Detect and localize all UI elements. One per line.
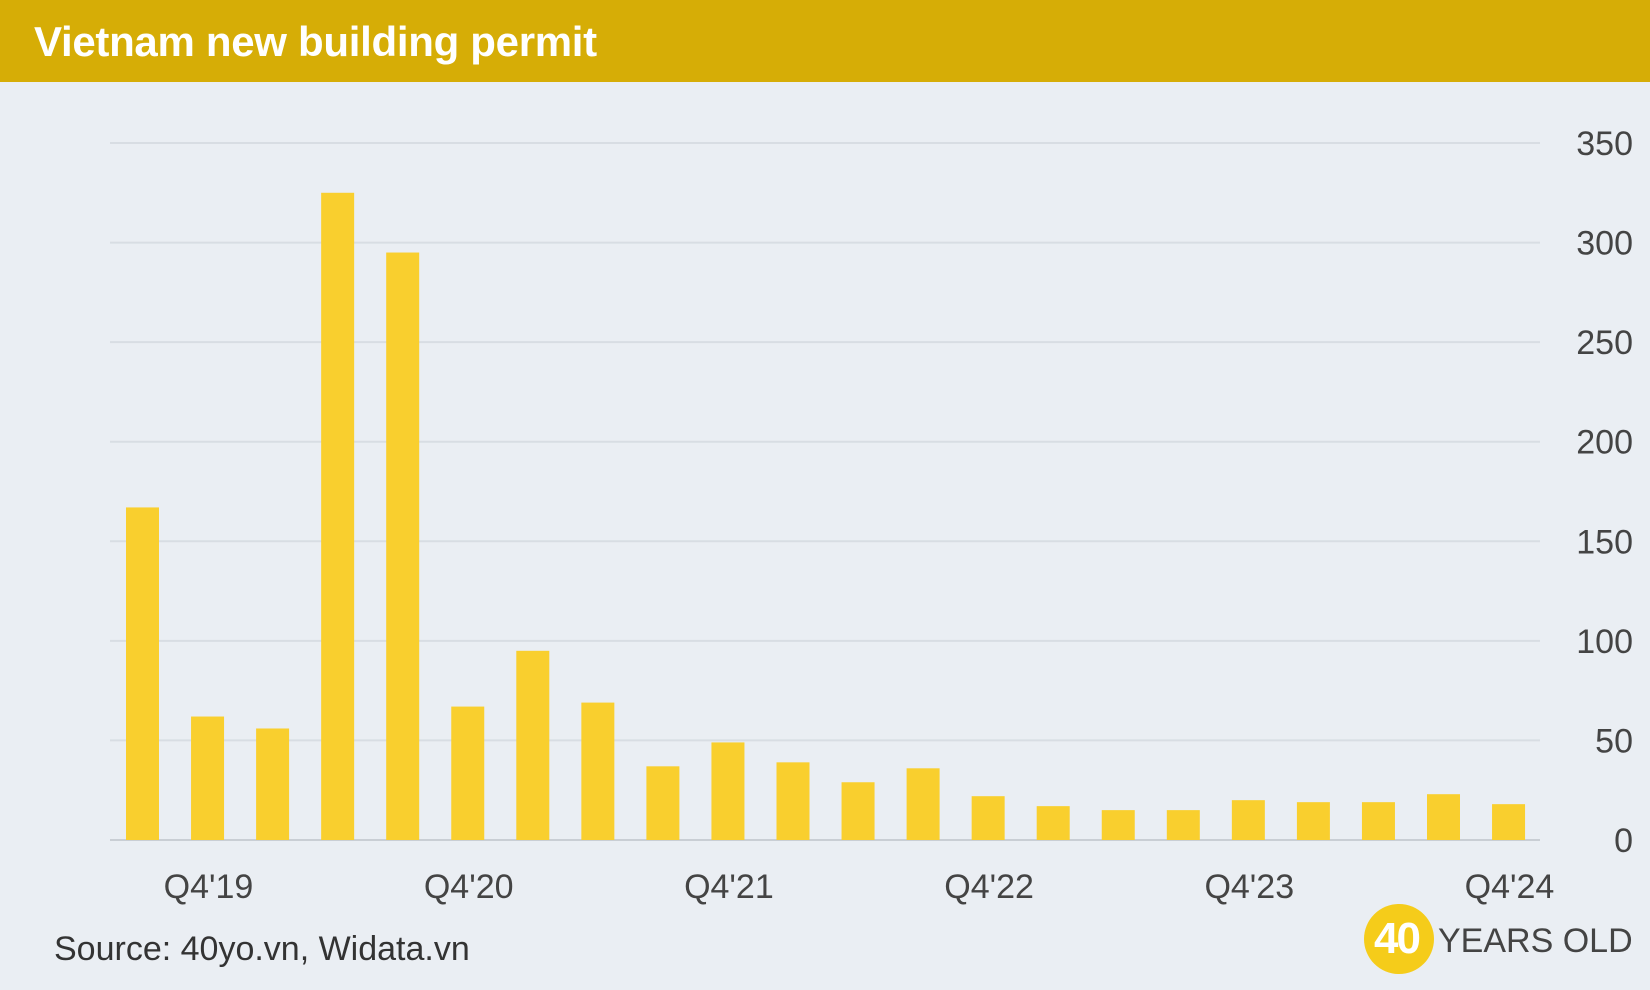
- bar: [1036, 806, 1070, 840]
- bar: [1427, 794, 1460, 840]
- bar: [581, 702, 615, 840]
- bar: [191, 716, 225, 840]
- x-tick-label: Q4'19: [164, 868, 254, 906]
- bar: [646, 766, 680, 840]
- bar: [906, 768, 940, 840]
- bar: [451, 706, 485, 840]
- bar: [1166, 810, 1200, 840]
- chart-title: Vietnam new building permit: [34, 18, 597, 65]
- bar: [386, 252, 420, 840]
- x-tick-label: Q4'21: [684, 868, 774, 906]
- y-tick-label: 100: [1576, 623, 1633, 661]
- logo-number: 40: [1374, 914, 1421, 963]
- bar: [711, 742, 745, 840]
- y-tick-label: 300: [1576, 225, 1633, 263]
- source-note: Source: 40yo.vn, Widata.vn: [54, 930, 470, 968]
- logo-text: YEARS OLD: [1438, 922, 1633, 960]
- bar: [1492, 804, 1526, 840]
- x-tick-label: Q4'24: [1465, 868, 1555, 906]
- y-tick-label: 0: [1614, 822, 1633, 860]
- x-axis-ticks: Q4'19 Q4'20 Q4'21 Q4'22 Q4'23 Q4'24: [164, 868, 1555, 906]
- bar: [971, 796, 1005, 840]
- y-axis-ticks: 0 50 100 150 200 250 300 350: [1576, 125, 1633, 860]
- bar: [1101, 810, 1135, 840]
- y-tick-label: 350: [1576, 125, 1633, 163]
- x-tick-label: Q4'20: [424, 868, 514, 906]
- x-tick-label: Q4'23: [1204, 868, 1294, 906]
- x-tick-label: Q4'22: [944, 868, 1034, 906]
- bar: [1296, 802, 1330, 840]
- bars: [126, 192, 1526, 841]
- bar: [516, 650, 550, 840]
- bar: [256, 728, 290, 840]
- bar: [126, 507, 159, 840]
- y-tick-label: 250: [1576, 324, 1633, 362]
- bar: [841, 782, 875, 840]
- bar: [1361, 802, 1395, 840]
- logo-circle-icon: [1364, 904, 1434, 974]
- y-tick-label: 50: [1595, 722, 1633, 760]
- bar: [776, 762, 810, 840]
- bar: [321, 192, 355, 841]
- y-tick-label: 200: [1576, 424, 1633, 462]
- bar: [1231, 800, 1265, 840]
- title-bar: Vietnam new building permit: [0, 0, 1650, 82]
- y-tick-label: 150: [1576, 523, 1633, 561]
